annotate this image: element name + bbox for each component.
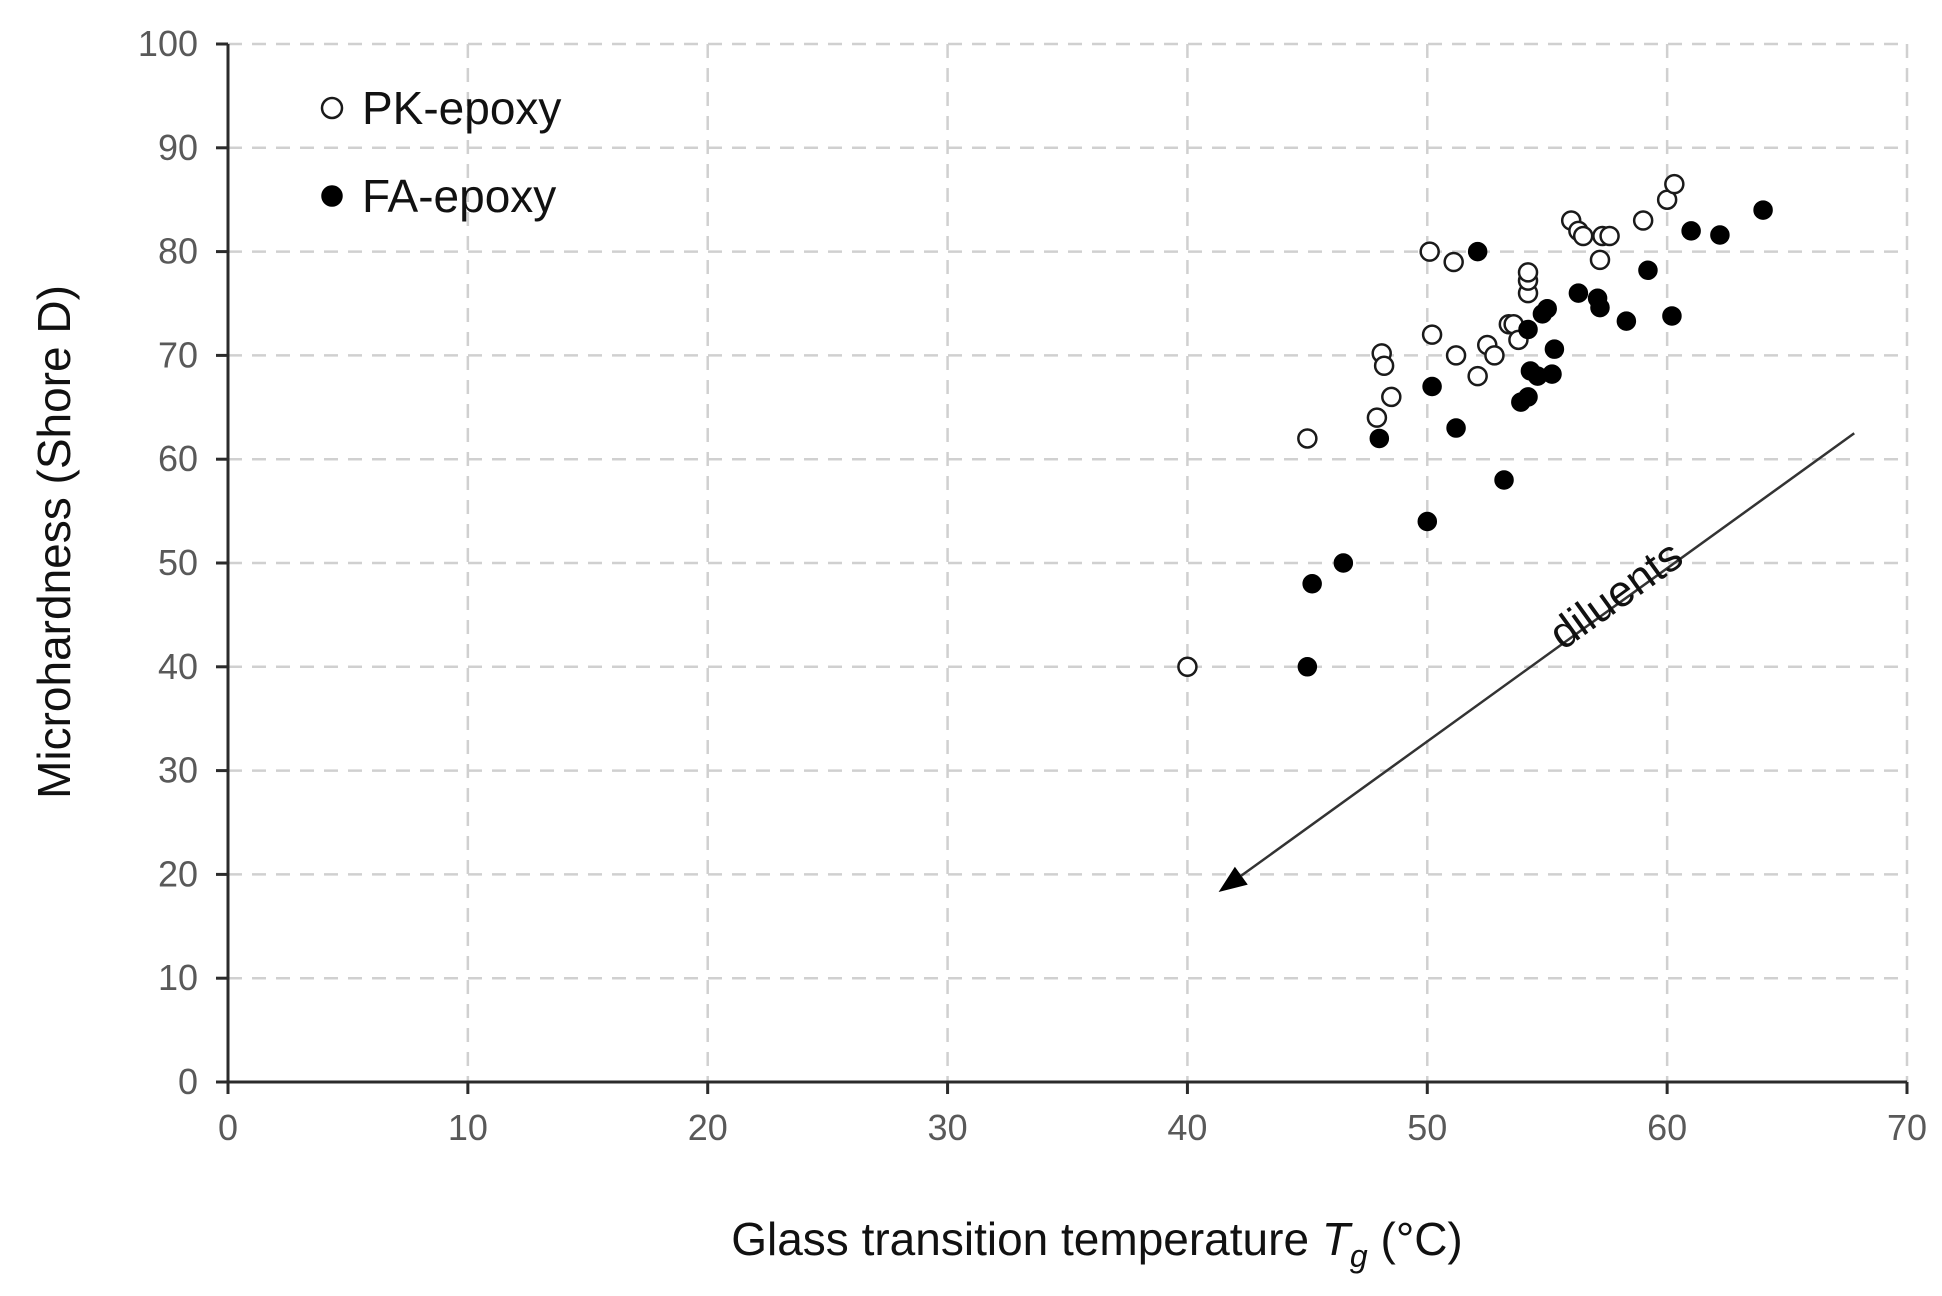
x-tick-label-10: 10 (448, 1107, 488, 1148)
point-pk-epoxy-27 (1664, 173, 1685, 195)
x-tick-label-60: 60 (1647, 1107, 1687, 1148)
y-tick-label-70: 70 (158, 334, 198, 375)
legend-marker-fa-epoxy (321, 185, 343, 207)
point-fa-epoxy-22 (1638, 260, 1658, 281)
data-points (1177, 173, 1773, 678)
x-axis-title-text: Glass transition temperature (731, 1213, 1309, 1265)
y-tick-label-10: 10 (158, 957, 198, 998)
y-tick-label-40: 40 (158, 646, 198, 687)
point-pk-epoxy-4 (1373, 355, 1395, 377)
point-pk-epoxy-25 (1632, 210, 1654, 231)
point-fa-epoxy-4 (1417, 511, 1438, 532)
point-pk-epoxy-6 (1419, 241, 1440, 262)
x-axis-title-subscript: g (1350, 1238, 1368, 1274)
x-tick-label-70: 70 (1887, 1107, 1927, 1148)
point-pk-epoxy-9 (1445, 345, 1467, 366)
y-tick-label-0: 0 (178, 1061, 198, 1102)
x-tick-label-20: 20 (688, 1107, 728, 1148)
x-axis-title: Glass transition temperature Tg (°C) (731, 1213, 1463, 1274)
point-fa-epoxy-16 (1542, 364, 1562, 384)
point-fa-epoxy-8 (1494, 470, 1514, 490)
point-fa-epoxy-20 (1590, 297, 1610, 318)
point-fa-epoxy-18 (1568, 283, 1589, 303)
point-fa-epoxy-7 (1467, 241, 1488, 262)
point-fa-epoxy-24 (1681, 221, 1701, 241)
y-tick-label-100: 100 (138, 23, 198, 64)
point-fa-epoxy-11 (1518, 319, 1538, 340)
point-fa-epoxy-15 (1537, 298, 1557, 319)
legend-marker-pk-epoxy (320, 96, 344, 120)
point-pk-epoxy-0 (1177, 656, 1198, 678)
diluents-label: diluents (1540, 531, 1692, 660)
point-fa-epoxy-0 (1297, 657, 1318, 677)
point-pk-epoxy-24 (1599, 225, 1620, 247)
point-pk-epoxy-21 (1572, 225, 1594, 247)
y-tick-label-30: 30 (158, 750, 198, 791)
point-fa-epoxy-26 (1753, 200, 1773, 220)
point-pk-epoxy-2 (1366, 407, 1388, 428)
point-fa-epoxy-10 (1518, 387, 1538, 407)
diluents-arrow-line (1240, 432, 1855, 877)
point-fa-epoxy-23 (1662, 306, 1682, 326)
point-fa-epoxy-5 (1422, 376, 1442, 397)
point-fa-epoxy-2 (1333, 553, 1354, 573)
x-tick-label-30: 30 (928, 1107, 968, 1148)
point-pk-epoxy-12 (1484, 345, 1505, 366)
point-pk-epoxy-10 (1467, 365, 1488, 387)
x-tick-label-40: 40 (1167, 1107, 1207, 1148)
point-pk-epoxy-8 (1443, 251, 1464, 273)
y-tick-label-80: 80 (158, 231, 198, 272)
x-tick-label-50: 50 (1407, 1107, 1447, 1148)
point-fa-epoxy-3 (1369, 428, 1390, 449)
y-tick-label-90: 90 (158, 127, 198, 168)
point-pk-epoxy-7 (1421, 324, 1443, 345)
grid-lines (228, 42, 1909, 1082)
axis-ticks: 0 10 20 30 40 50 60 70 0 10 20 30 40 50 60 70 80 90 100 (138, 23, 1927, 1148)
point-pk-epoxy-22 (1589, 249, 1611, 271)
point-pk-epoxy-18 (1517, 262, 1539, 283)
legend-label-fa-epoxy: FA-epoxy (362, 170, 556, 222)
x-axis-title-unit: (°C) (1381, 1213, 1463, 1265)
x-axis-title-symbol: T (1322, 1213, 1353, 1265)
point-pk-epoxy-5 (1381, 386, 1402, 408)
diluents-arrowhead (1218, 866, 1248, 893)
y-tick-label-20: 20 (158, 853, 198, 894)
point-pk-epoxy-1 (1297, 428, 1318, 449)
point-fa-epoxy-6 (1446, 418, 1466, 438)
point-fa-epoxy-21 (1616, 311, 1637, 331)
y-axis-title: Microhardness (Shore D) (28, 285, 80, 799)
legend: PK-epoxy FA-epoxy (320, 82, 561, 222)
point-fa-epoxy-1 (1302, 574, 1322, 594)
y-tick-label-60: 60 (158, 438, 198, 479)
legend-label-pk-epoxy: PK-epoxy (362, 82, 561, 134)
x-tick-label-0: 0 (218, 1107, 238, 1148)
y-tick-label-50: 50 (158, 542, 198, 583)
point-fa-epoxy-17 (1544, 339, 1565, 359)
point-fa-epoxy-25 (1710, 225, 1730, 245)
